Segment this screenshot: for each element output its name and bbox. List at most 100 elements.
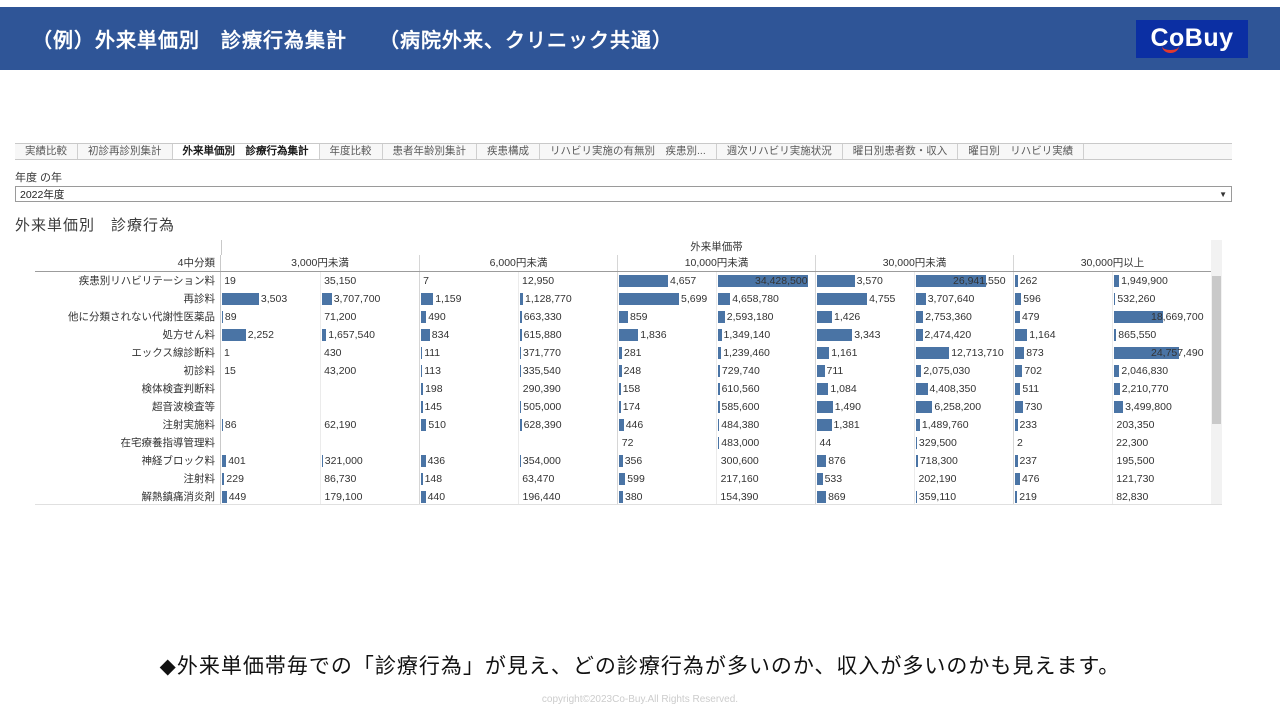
value-label: 430 [324,347,342,359]
data-cell: 401 [221,452,320,470]
value-bar [1114,365,1120,377]
value-bar [421,401,423,413]
data-cell: 876 [815,452,914,470]
tab-8[interactable]: 曜日別患者数・収入 [843,144,959,159]
data-cell [320,434,419,452]
value-bar [1015,473,1020,485]
value-label: 1,084 [830,383,857,395]
value-label: 148 [424,473,443,485]
value-bar [718,401,720,413]
band-header-2: 10,000円未満 [617,255,815,271]
value-label: 483,000 [721,437,760,449]
data-cell: 219 [1013,488,1112,504]
vertical-scrollbar[interactable] [1211,240,1222,504]
column-header-row: 4中分類 3,000円未満 6,000円未満 10,000円未満 30,000円未満 3… [35,255,1211,272]
value-label: 111 [424,347,441,359]
copyright: copyright©2023Co-Buy.All Rights Reserved… [541,694,739,705]
data-cell: 2,075,030 [914,362,1013,380]
value-label: 217,160 [720,473,759,485]
data-cell: 371,770 [518,344,617,362]
value-bar [520,311,522,323]
value-label: 281 [624,347,642,359]
value-bar [817,365,825,377]
data-cell: 1,164 [1013,326,1112,344]
value-bar [222,473,225,485]
data-cell: 44 [815,434,914,452]
data-cell: 34,428,500 [716,272,815,290]
data-cell: 202,190 [914,470,1013,488]
value-bar [619,455,623,467]
value-label: 1,159 [435,293,462,305]
value-bar [619,419,624,431]
table-row: 注射実施料 86 62,190 510 628,390 446 484,380 1,381 1,… [35,416,1211,434]
data-cell: 440 [419,488,518,504]
table-body: 疾患別リハビリテーション料 19 35,150 7 12,950 4,657 34,428,… [35,272,1211,504]
tab-3[interactable]: 年度比較 [320,144,383,159]
value-label: 610,560 [721,383,760,395]
data-cell: 479 [1013,308,1112,326]
value-bar [421,473,423,485]
value-bar [1015,275,1018,287]
tab-5[interactable]: 疾患構成 [477,144,540,159]
value-label: 3,499,800 [1125,401,1172,413]
value-bar [817,455,827,467]
value-bar [222,293,259,305]
data-cell: 1,349,140 [716,326,815,344]
data-cell: 859 [617,308,716,326]
value-bar [1015,311,1020,323]
data-cell: 490 [419,308,518,326]
value-bar [322,293,332,305]
data-cell: 354,000 [518,452,617,470]
value-bar [619,365,622,377]
data-cell: 196,440 [518,488,617,504]
value-bar [619,311,628,323]
table-row: 検体検査判断料 198 290,390 158 610,560 1,084 4,408,35… [35,380,1211,398]
value-label: 2,252 [247,329,274,341]
tab-2[interactable]: 外来単価別 診療行為集計 [172,144,320,159]
row-label: 超音波検査等 [35,398,221,416]
value-bar [1015,491,1018,503]
data-cell: 12,950 [518,272,617,290]
value-bar [718,365,720,377]
value-label: 511 [1022,383,1040,395]
tab-4[interactable]: 患者年齢別集計 [383,144,477,159]
value-label: 359,110 [918,491,957,503]
data-cell: 113 [419,362,518,380]
data-cell: 179,100 [320,488,419,504]
data-cell [221,380,320,398]
tab-6[interactable]: リハビリ実施の有無別 疾患別... [540,144,717,159]
scrollbar-thumb[interactable] [1212,276,1221,424]
band-axis-label: 外来単価帯 [221,240,1211,255]
data-cell: 62,190 [320,416,419,434]
tab-0[interactable]: 実績比較 [15,144,78,159]
value-bar [520,347,521,359]
row-label: 注射料 [35,470,221,488]
value-bar [718,329,722,341]
value-label: 195,500 [1116,455,1155,467]
value-bar [421,329,430,341]
tab-9[interactable]: 曜日別 リハビリ実績 [958,144,1085,159]
data-cell: 380 [617,488,716,504]
row-label: 処方せん料 [35,326,221,344]
data-cell: 2,252 [221,326,320,344]
value-label: 72 [621,437,634,449]
data-cell: 26,941,550 [914,272,1013,290]
data-cell: 154,390 [716,488,815,504]
tab-1[interactable]: 初診再診別集計 [78,144,173,159]
value-label: 4,658,780 [732,293,779,305]
tab-7[interactable]: 週次リハビリ実施状況 [717,144,843,159]
data-cell: 3,707,700 [320,290,419,308]
value-label: 1,657,540 [328,329,376,341]
value-bar [1015,419,1018,431]
data-cell: 148 [419,470,518,488]
value-label: 219 [1019,491,1037,503]
value-bar [817,383,829,395]
data-cell: 22,300 [1112,434,1211,452]
data-cell: 203,350 [1112,416,1211,434]
data-cell: 2,210,770 [1112,380,1211,398]
year-select[interactable]: 2022年度 ▼ [15,186,1232,202]
value-bar [1114,329,1117,341]
row-label: 検体検査判断料 [35,380,221,398]
data-cell: 229 [221,470,320,488]
value-label: 4,408,350 [929,383,977,395]
